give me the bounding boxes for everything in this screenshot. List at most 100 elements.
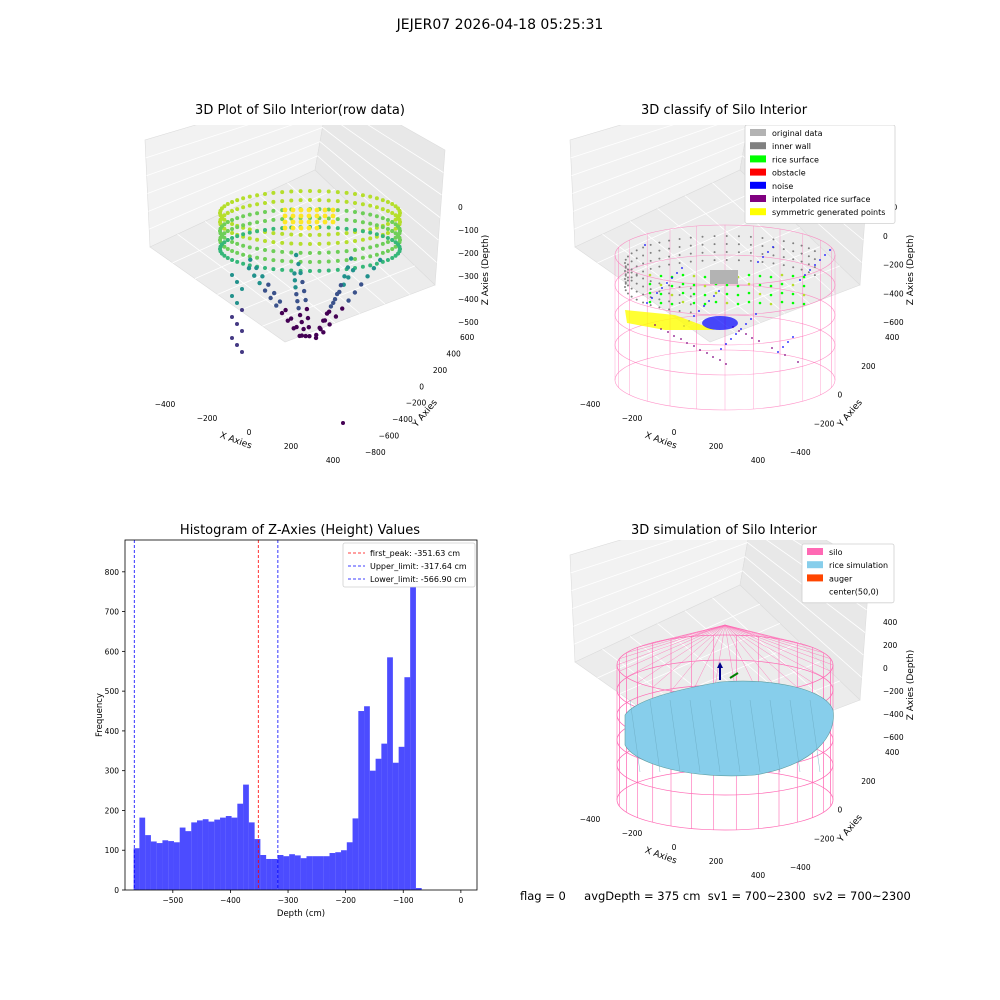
legend-label: interpolated rice surface: [772, 195, 870, 204]
y-tick-label: −200: [814, 419, 835, 428]
x-tick-label: 0: [458, 896, 463, 905]
data-point: [385, 236, 390, 240]
data-point: [282, 219, 288, 225]
silo-roof-line: [724, 624, 831, 672]
data-point: [308, 251, 312, 255]
data-point: [397, 244, 402, 249]
data-point: [240, 308, 244, 312]
data-point: [668, 239, 671, 242]
data-point: [635, 249, 638, 252]
histogram-bar: [179, 827, 186, 890]
histogram-bar: [145, 835, 151, 890]
data-point: [298, 207, 304, 213]
mesh-line: [649, 699, 661, 773]
data-point: [725, 283, 729, 287]
data-point: [247, 245, 252, 250]
data-point: [294, 292, 299, 297]
data-point: [712, 356, 714, 358]
data-point: [397, 235, 402, 240]
data-point: [296, 305, 301, 311]
data-point: [317, 259, 322, 264]
x-tick-label: −500: [163, 896, 184, 905]
data-point: [713, 295, 715, 297]
data-point: [230, 236, 235, 240]
data-point: [829, 249, 831, 251]
data-point: [667, 331, 669, 333]
data-point: [280, 267, 285, 272]
data-point: [668, 255, 671, 258]
histogram-bar: [173, 842, 180, 890]
data-point: [241, 261, 246, 266]
data-point: [747, 300, 751, 304]
data-point: [288, 316, 294, 321]
data-point: [802, 293, 806, 297]
data-point: [371, 265, 377, 271]
data-point: [824, 254, 826, 256]
histogram-bar: [191, 822, 198, 890]
data-point: [804, 274, 806, 276]
data-point: [390, 202, 395, 207]
data-point: [390, 255, 395, 260]
y-tick-label: 200: [433, 366, 448, 375]
data-point: [626, 276, 629, 279]
data-point: [306, 207, 312, 213]
data-point: [295, 298, 300, 304]
data-point: [308, 260, 312, 264]
data-point: [670, 302, 674, 306]
data-point: [255, 229, 260, 234]
symmetric-points-patch: [625, 310, 715, 330]
data-point: [360, 255, 365, 260]
histogram-bar: [352, 818, 359, 890]
data-point: [314, 213, 320, 219]
data-point: [235, 216, 240, 221]
data-point: [624, 274, 627, 277]
data-point: [298, 219, 304, 225]
data-point: [390, 220, 395, 225]
data-point: [630, 276, 633, 279]
data-point: [297, 312, 303, 318]
data-point: [782, 240, 785, 243]
z-tick-label: 400: [883, 618, 898, 627]
data-point: [344, 240, 349, 245]
data-point: [360, 229, 365, 234]
data-point: [802, 275, 806, 279]
data-point: [298, 232, 303, 237]
data-point: [289, 198, 294, 203]
data-point: [326, 207, 331, 212]
data-point: [626, 271, 629, 274]
data-point: [352, 290, 358, 295]
data-point: [725, 363, 727, 365]
data-point: [263, 266, 267, 271]
z-tick-label: −600: [883, 733, 904, 742]
data-point: [678, 286, 681, 289]
data-point: [230, 231, 235, 235]
y-tick-label: 600: [460, 333, 475, 342]
data-point: [298, 198, 303, 203]
data-point: [289, 268, 294, 273]
data-point: [341, 421, 345, 425]
data-point: [385, 231, 390, 235]
histogram-bar: [358, 711, 365, 890]
data-point: [624, 286, 626, 288]
data-point: [314, 225, 320, 231]
data-point: [649, 259, 652, 262]
x-tick-label: −400: [580, 400, 601, 409]
z-axis-label: Z Axies (Depth): [906, 650, 915, 721]
data-point: [368, 230, 373, 235]
data-point: [263, 218, 267, 223]
data-point: [235, 241, 240, 246]
raw-scatter-3d-plot: −400 −200 0 200 400 600 −800 −600 −400 −200 0 200 40…: [144, 125, 490, 465]
data-point: [263, 248, 267, 253]
data-point: [761, 244, 764, 247]
y-tick-label: 600: [105, 647, 120, 656]
silo-roof-line: [670, 624, 726, 640]
data-point: [670, 284, 674, 288]
x-tick-label: 0: [672, 428, 677, 437]
data-point: [225, 211, 230, 216]
data-point: [758, 292, 762, 296]
legend-label: symmetric generated points: [772, 208, 885, 217]
data-point: [635, 257, 638, 260]
z-axis-label: Z Axies (Depth): [906, 235, 915, 306]
data-point: [230, 336, 234, 340]
data-point: [277, 299, 283, 304]
